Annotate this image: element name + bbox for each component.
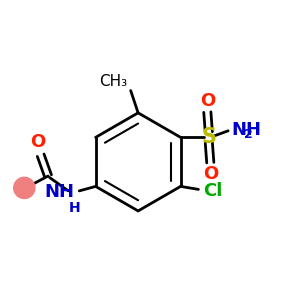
Text: O: O [30,133,45,151]
Text: Cl: Cl [203,182,222,200]
Text: NH: NH [231,121,261,139]
Text: S: S [201,128,216,147]
Text: 2: 2 [244,128,252,141]
Circle shape [13,177,36,199]
Text: O: O [200,92,215,110]
Text: O: O [203,165,218,183]
Text: NH: NH [45,183,75,201]
Text: CH₃: CH₃ [100,74,128,89]
Text: H: H [68,201,80,215]
